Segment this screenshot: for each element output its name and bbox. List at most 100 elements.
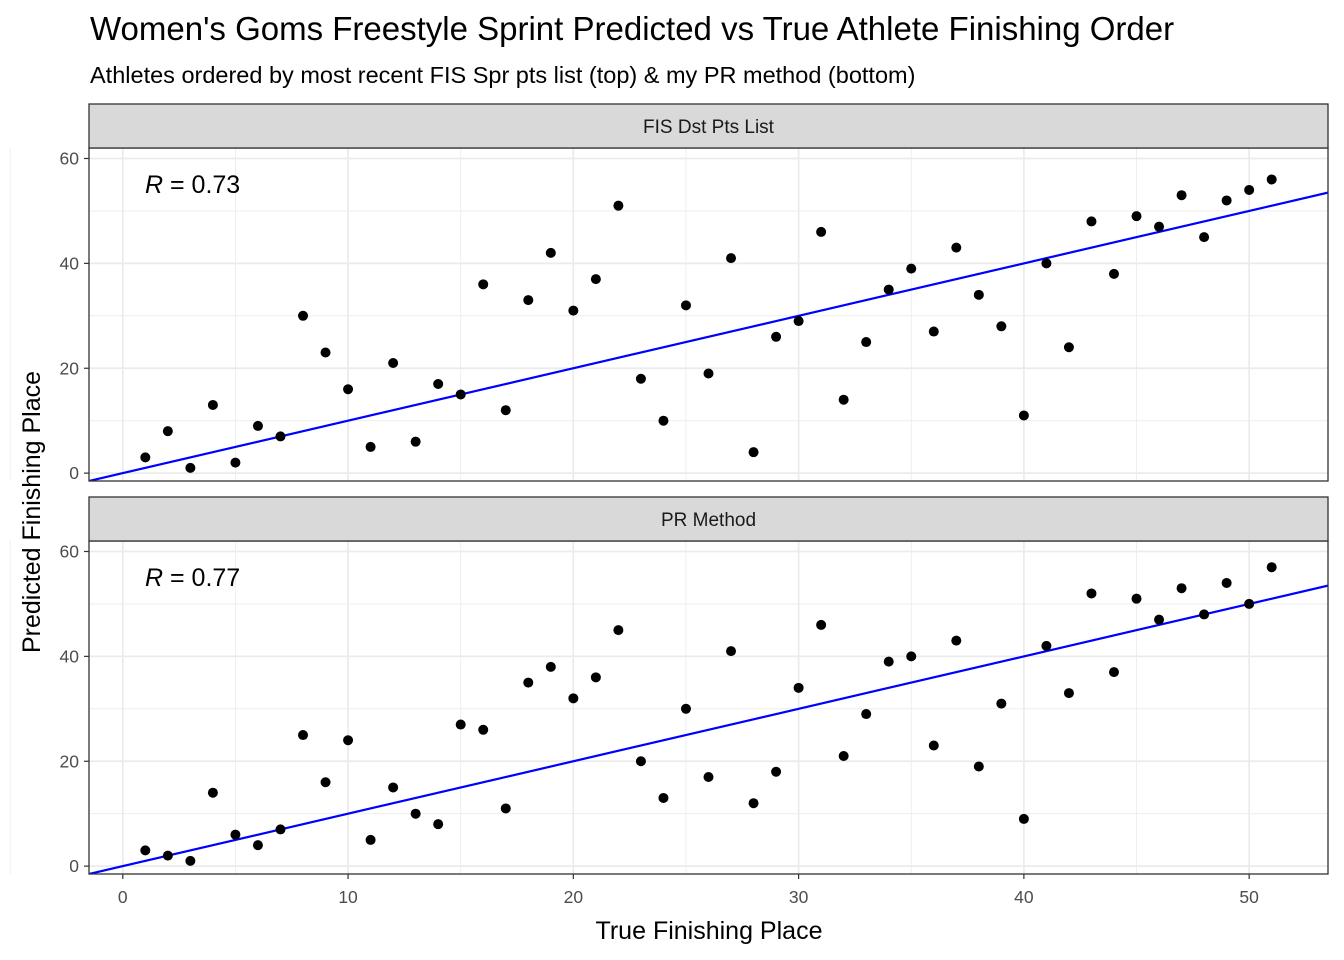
data-point (1086, 216, 1097, 227)
data-point (320, 777, 331, 788)
data-point (703, 771, 714, 782)
data-point (185, 462, 196, 473)
data-point (928, 740, 939, 751)
data-point (410, 808, 421, 819)
data-point (365, 834, 376, 845)
correlation-symbol: R (145, 564, 163, 592)
data-point (861, 337, 872, 348)
data-point (545, 247, 556, 258)
data-point (1018, 410, 1029, 421)
data-point (906, 263, 917, 274)
data-point (275, 824, 286, 835)
data-point (748, 798, 759, 809)
data-point (545, 661, 556, 672)
data-point (613, 625, 624, 636)
data-point (748, 447, 759, 458)
data-point (680, 300, 691, 311)
data-point (861, 709, 872, 720)
facet-panel: R = 0.77 PR Method 0 20 40 60 0 10 20 30 40 50 (9, 496, 1329, 907)
facet-panel: R = 0.73 FIS Dst Pts List 0 20 40 60 (9, 103, 1329, 483)
data-point (343, 735, 354, 746)
data-point (906, 651, 917, 662)
data-point (1199, 232, 1210, 243)
data-point (838, 751, 849, 762)
data-point (433, 378, 444, 389)
x-tick-label: 30 (789, 887, 809, 907)
data-point (523, 677, 534, 688)
data-point (478, 724, 489, 735)
x-tick-label: 50 (1239, 887, 1259, 907)
data-point (680, 703, 691, 714)
data-point (771, 766, 782, 777)
fit-line (89, 584, 1328, 874)
x-tick-label: 10 (338, 887, 358, 907)
data-point (1131, 593, 1142, 604)
data-point (185, 855, 196, 866)
data-point (230, 457, 241, 468)
data-point (1018, 813, 1029, 824)
data-point (500, 803, 511, 814)
data-point (793, 682, 804, 693)
data-point (455, 719, 466, 730)
y-tick-label: 40 (60, 253, 80, 273)
data-point (996, 698, 1007, 709)
data-point (568, 305, 579, 316)
data-point (793, 316, 804, 327)
data-point (1154, 221, 1165, 232)
data-point (590, 274, 601, 285)
data-point (252, 420, 263, 431)
data-point (635, 373, 646, 384)
facet-strip (88, 103, 1329, 149)
y-tick-label: 20 (60, 358, 80, 378)
data-point (658, 792, 669, 803)
data-point (726, 253, 737, 264)
y-tick-label: 0 (69, 463, 79, 483)
data-point (410, 436, 421, 447)
fit-line (89, 191, 1328, 481)
correlation-symbol: R (145, 171, 163, 199)
data-point (455, 389, 466, 400)
panel-background (89, 148, 1328, 481)
data-point (883, 284, 894, 295)
x-tick-label: 0 (118, 887, 128, 907)
data-point (951, 242, 962, 253)
y-tick-label: 40 (60, 646, 80, 666)
data-point (523, 295, 534, 306)
data-point (771, 331, 782, 342)
correlation-label: R = 0.77 (145, 564, 240, 592)
data-point (298, 730, 309, 741)
y-tick-label: 20 (60, 751, 80, 771)
facet-strip (88, 496, 1329, 542)
data-point (613, 200, 624, 211)
data-point (973, 761, 984, 772)
data-point (140, 845, 151, 856)
correlation-value: = 0.77 (163, 564, 240, 592)
data-point (1266, 174, 1277, 185)
panel-background (89, 541, 1328, 874)
y-tick-label: 60 (60, 541, 80, 561)
data-point (1176, 190, 1187, 201)
data-point (162, 850, 173, 861)
y-tick-label: 60 (60, 148, 80, 168)
data-point (1131, 211, 1142, 222)
data-point (816, 226, 827, 237)
data-point (1108, 268, 1119, 279)
data-point (275, 431, 286, 442)
data-point (996, 321, 1007, 332)
data-point (140, 452, 151, 463)
data-point (951, 635, 962, 646)
data-point (568, 693, 579, 704)
data-point (388, 782, 399, 793)
x-axis-label: True Finishing Place (596, 917, 823, 945)
data-point (1086, 588, 1097, 599)
data-point (433, 819, 444, 830)
data-point (838, 394, 849, 405)
data-point (1041, 258, 1052, 269)
data-point (1244, 598, 1255, 609)
data-point (816, 619, 827, 630)
data-point (658, 415, 669, 426)
data-point (388, 358, 399, 369)
y-axis-label: Predicted Finishing Place (18, 371, 46, 653)
data-point (590, 672, 601, 683)
data-point (883, 656, 894, 667)
